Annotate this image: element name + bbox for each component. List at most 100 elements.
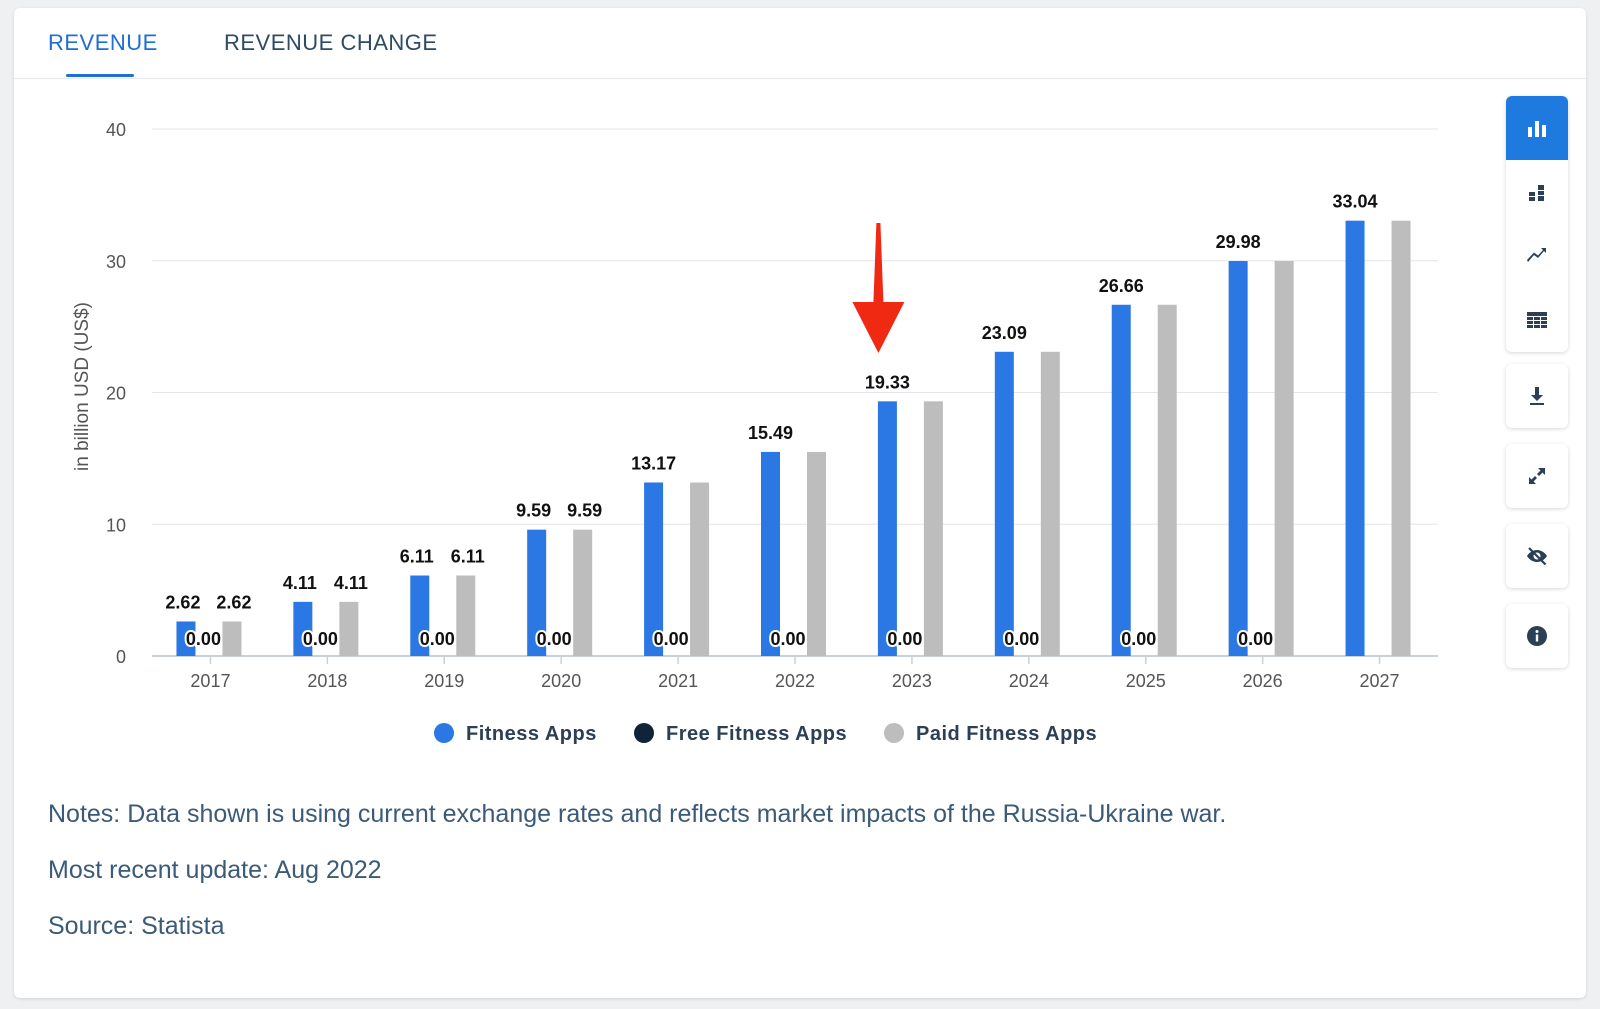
data-label: 0.00 <box>1238 629 1273 649</box>
bar <box>176 621 196 656</box>
data-label: 15.49 <box>748 423 793 443</box>
bar <box>1228 261 1248 656</box>
bar <box>527 529 547 656</box>
x-tick-label: 2017 <box>190 671 230 691</box>
data-label: 33.04 <box>1333 192 1378 212</box>
data-label: 0.00 <box>1121 629 1156 649</box>
bar <box>994 351 1014 656</box>
x-tick-label: 2018 <box>307 671 347 691</box>
x-tick-label: 2020 <box>541 671 581 691</box>
fullscreen-group <box>1506 444 1568 508</box>
tab-revenue-change[interactable]: REVENUE CHANGE <box>224 30 438 55</box>
x-tick-label: 2026 <box>1243 671 1283 691</box>
legend-label: Free Fitness Apps <box>666 723 847 745</box>
data-label: 0.00 <box>186 629 221 649</box>
hide-icon <box>1527 547 1547 566</box>
y-tick-label: 20 <box>106 384 126 404</box>
bar <box>807 451 826 656</box>
revenue-chart: 0 10 20 30 40 in billion USD (US$) 2017 2.62 0.0… <box>72 120 1438 745</box>
y-tick-label: 10 <box>106 515 126 535</box>
stacked-bar-icon <box>1529 185 1544 201</box>
legend-marker <box>884 723 904 743</box>
data-label: 2.62 <box>216 592 251 612</box>
data-label: 29.98 <box>1216 232 1261 252</box>
data-label: 13.17 <box>631 453 676 473</box>
data-label: 19.33 <box>865 372 910 392</box>
active-tab-indicator <box>66 74 134 77</box>
notes-text: Notes: Data shown is using current excha… <box>48 800 1227 828</box>
data-label: 26.66 <box>1099 276 1144 296</box>
data-label: 0.00 <box>303 629 338 649</box>
legend-item[interactable]: Paid Fitness Apps <box>884 723 1097 745</box>
stacked-bar-button[interactable] <box>1506 160 1568 224</box>
bar <box>1111 304 1131 656</box>
bar <box>690 482 710 656</box>
tab-bar: REVENUE REVENUE CHANGE <box>14 8 1586 79</box>
update-text: Most recent update: Aug 2022 <box>48 856 382 884</box>
bar <box>573 529 593 656</box>
tab-revenue[interactable]: REVENUE <box>48 30 158 55</box>
x-tick-label: 2021 <box>658 671 698 691</box>
data-label: 6.11 <box>451 547 485 567</box>
data-label: 9.59 <box>516 501 551 521</box>
bar <box>1040 351 1060 656</box>
data-label: 0.00 <box>537 629 572 649</box>
info-group <box>1506 604 1568 668</box>
legend-label: Fitness Apps <box>466 723 597 745</box>
bar <box>293 601 313 656</box>
bar <box>410 575 430 656</box>
data-label: 4.11 <box>283 573 317 593</box>
y-tick-label: 0 <box>116 647 126 667</box>
chart-type-toolbar <box>1506 96 1568 352</box>
info-button[interactable] <box>1506 604 1568 668</box>
x-tick-label: 2027 <box>1360 671 1400 691</box>
y-tick-label: 30 <box>106 252 126 272</box>
download-group <box>1506 364 1568 428</box>
y-axis-title: in billion USD (US$) <box>72 302 93 471</box>
data-label: 23.09 <box>982 323 1027 343</box>
y-tick-label: 40 <box>106 120 126 140</box>
hide-button[interactable] <box>1506 524 1568 588</box>
data-label: 9.59 <box>567 501 602 521</box>
data-label: 0.00 <box>1004 629 1039 649</box>
legend-item[interactable]: Free Fitness Apps <box>634 723 847 745</box>
bar <box>1274 261 1294 656</box>
fullscreen-icon <box>1529 468 1545 484</box>
bar <box>761 451 780 656</box>
table-icon <box>1527 312 1547 328</box>
bar <box>877 401 897 656</box>
legend-item[interactable]: Fitness Apps <box>434 723 597 745</box>
data-label: 6.11 <box>400 547 434 567</box>
x-tick-label: 2022 <box>775 671 815 691</box>
x-tick-label: 2024 <box>1009 671 1049 691</box>
bar <box>339 601 359 656</box>
x-tick-label: 2023 <box>892 671 932 691</box>
bar <box>1157 304 1177 656</box>
legend-marker <box>434 723 454 743</box>
data-label: 0.00 <box>887 629 922 649</box>
data-label: 2.62 <box>165 592 200 612</box>
legend-label: Paid Fitness Apps <box>916 723 1097 745</box>
data-label: 4.11 <box>334 573 368 593</box>
bar-chart-button[interactable] <box>1506 96 1568 160</box>
x-tick-label: 2025 <box>1126 671 1166 691</box>
info-icon <box>1527 626 1547 646</box>
trend-line-icon <box>1527 248 1546 262</box>
table-button[interactable] <box>1506 288 1568 352</box>
download-button[interactable] <box>1506 364 1568 428</box>
trend-line-button[interactable] <box>1506 224 1568 288</box>
bar-chart-icon <box>1528 121 1546 137</box>
annotation-arrow <box>852 223 905 353</box>
hide-group <box>1506 524 1568 588</box>
bar <box>923 401 943 656</box>
bar <box>222 621 242 656</box>
fullscreen-button[interactable] <box>1506 444 1568 508</box>
bar <box>1391 220 1411 656</box>
bar <box>456 575 476 656</box>
data-label: 0.00 <box>770 629 805 649</box>
bar <box>644 482 664 656</box>
source-text: Source: Statista <box>48 912 225 940</box>
data-label: 0.00 <box>420 629 455 649</box>
legend: Fitness Apps Free Fitness Apps Paid Fitnes… <box>434 723 1097 745</box>
bar <box>1345 220 1365 656</box>
